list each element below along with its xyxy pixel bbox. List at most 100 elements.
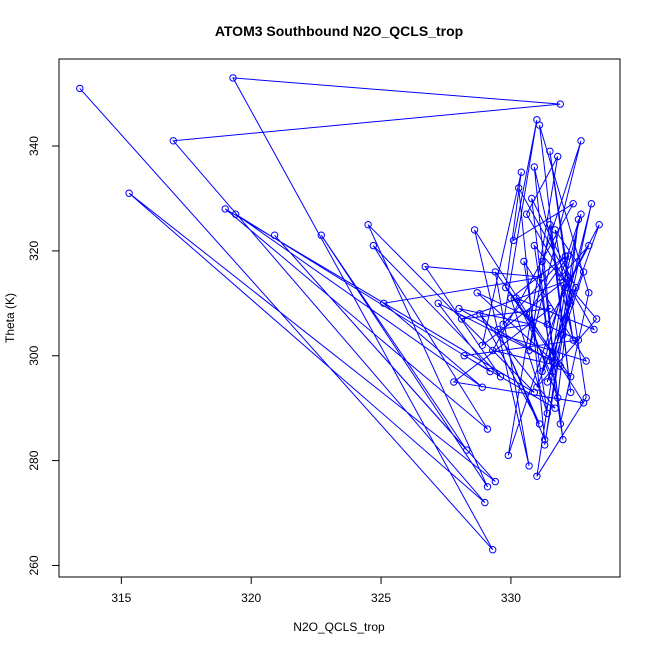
data-point: [559, 435, 567, 444]
data-point: [546, 147, 554, 156]
data-point: [125, 189, 133, 197]
data-point: [473, 289, 481, 297]
data-point: [496, 331, 505, 339]
data-point: [231, 210, 240, 218]
data-point: [460, 352, 468, 360]
data-point: [525, 346, 533, 355]
data-point: [478, 341, 486, 349]
data-point: [572, 283, 580, 292]
data-point: [530, 241, 538, 250]
data-point: [564, 273, 572, 281]
data-point: [556, 362, 564, 370]
data-point: [554, 394, 562, 402]
data-point: [535, 121, 544, 129]
data-point: [528, 194, 536, 203]
plot-frame: [58, 58, 621, 578]
data-point: [496, 373, 505, 381]
data-point: [476, 310, 484, 318]
data-point: [535, 420, 544, 428]
data-point: [517, 168, 525, 176]
data-point: [483, 425, 492, 433]
data-point: [561, 252, 570, 260]
data-point: [585, 241, 593, 250]
y-tick-label: 340: [27, 136, 41, 156]
data-point: [499, 320, 507, 328]
data-point: [569, 200, 577, 208]
data-point: [489, 346, 497, 355]
data-point: [434, 299, 442, 307]
data-point: [512, 294, 520, 302]
data-point: [585, 289, 593, 297]
data-point: [577, 210, 585, 218]
data-point: [556, 420, 564, 428]
data-point: [530, 163, 538, 171]
data-point: [483, 483, 492, 491]
data-point: [478, 383, 486, 391]
data-point: [169, 137, 178, 145]
data-point: [491, 268, 499, 276]
data-point: [528, 320, 536, 328]
x-axis: 315 320 325 330: [111, 576, 521, 605]
data-point: [364, 221, 372, 229]
data-point: [546, 304, 554, 313]
data-point: [582, 357, 590, 365]
data-point: [543, 378, 551, 386]
chart-title: ATOM3 Southbound N2O_QCLS_trop: [215, 23, 463, 39]
data-point: [567, 299, 575, 307]
data-point: [522, 210, 531, 218]
data-point: [533, 472, 541, 480]
data-point: [229, 74, 237, 82]
data-point: [554, 152, 562, 161]
data-point: [567, 373, 575, 381]
data-point: [561, 283, 570, 292]
data-point: [543, 409, 551, 418]
data-point: [221, 205, 229, 213]
data-point: [317, 231, 325, 239]
data-point: [582, 394, 590, 402]
data-point: [450, 378, 458, 386]
data-point: [502, 283, 510, 292]
series-layer: [76, 74, 603, 554]
data-point: [380, 299, 388, 307]
data-point: [520, 257, 528, 266]
series-line: [79, 77, 600, 551]
data-point: [592, 315, 601, 323]
x-axis-label: N2O_QCLS_trop: [293, 620, 385, 634]
data-point: [569, 336, 577, 344]
y-tick-label: 300: [27, 345, 41, 365]
data-point: [507, 294, 515, 302]
data-point: [538, 257, 546, 266]
data-point: [522, 310, 531, 318]
data-point: [270, 231, 279, 239]
x-tick-label: 325: [371, 591, 391, 605]
data-point: [548, 373, 557, 381]
data-point: [491, 477, 499, 486]
x-tick-label: 330: [501, 591, 521, 605]
data-point: [489, 546, 497, 554]
y-tick-label: 260: [27, 555, 41, 575]
data-point: [470, 226, 479, 234]
data-point: [421, 262, 429, 271]
data-point: [541, 441, 549, 449]
data-point: [587, 200, 596, 208]
data-point: [504, 451, 512, 460]
data-point: [564, 252, 572, 260]
data-point: [551, 404, 559, 412]
x-tick-label: 320: [241, 591, 261, 605]
x-tick-label: 315: [111, 591, 131, 605]
data-point: [556, 100, 564, 108]
y-tick-label: 320: [27, 241, 41, 261]
data-point: [76, 84, 84, 93]
data-point: [595, 221, 603, 229]
data-point: [486, 367, 494, 376]
data-point: [457, 315, 466, 323]
data-point: [525, 462, 533, 470]
data-point: [559, 331, 567, 339]
data-point: [463, 446, 471, 454]
data-point: [579, 268, 588, 276]
data-point: [509, 236, 518, 245]
data-point: [548, 352, 557, 360]
data-point: [590, 325, 598, 334]
